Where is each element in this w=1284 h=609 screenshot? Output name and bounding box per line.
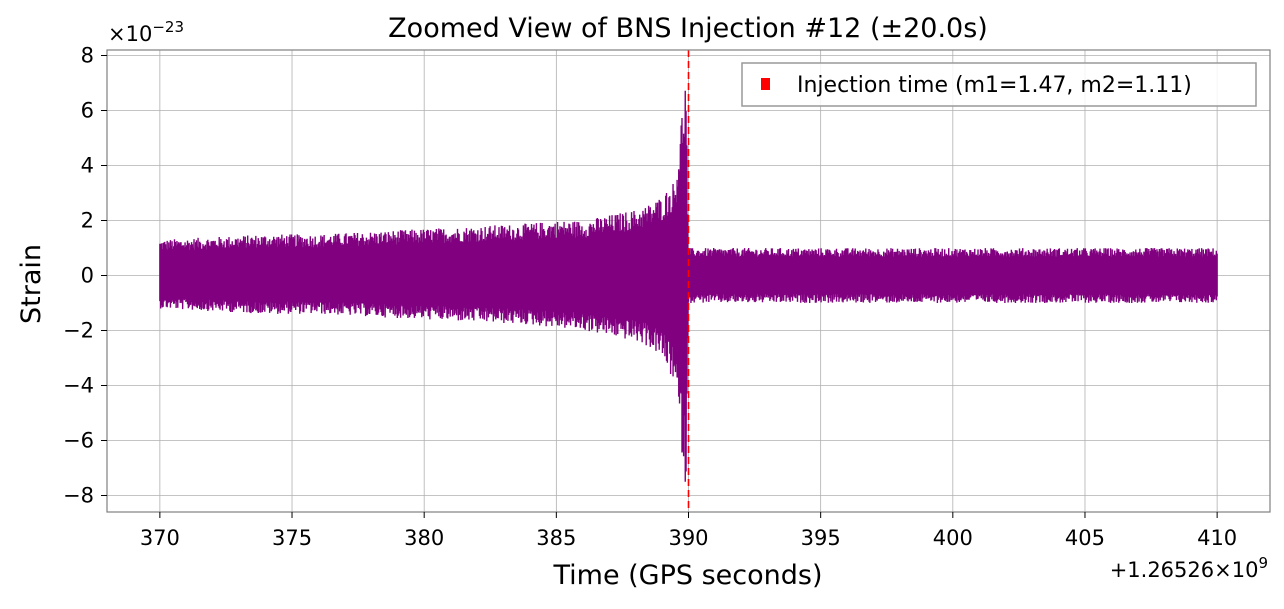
y-tick-label: −6: [63, 429, 94, 453]
y-tick-label: −4: [63, 374, 94, 398]
y-tick-label: 4: [81, 154, 94, 178]
x-tick-label: 385: [536, 526, 576, 550]
legend-box: [741, 62, 1257, 107]
y-tick-label: 2: [81, 209, 94, 233]
y-axis-label: Strain: [16, 244, 47, 324]
x-tick-label: 405: [1065, 526, 1105, 550]
y-tick-label: 0: [81, 264, 94, 288]
x-offset-label: +1.26526×109: [1110, 554, 1268, 582]
y-tick-label: 6: [81, 99, 94, 123]
x-axis-label: Time (GPS seconds): [552, 560, 822, 591]
y-tick-label: −8: [63, 484, 94, 508]
x-tick-label: 380: [404, 526, 444, 550]
y-tick-label: 8: [81, 44, 94, 68]
x-tick-label: 375: [272, 526, 312, 550]
x-tick-label: 400: [933, 526, 973, 550]
x-tick-label: 370: [140, 526, 180, 550]
x-tick-label: 410: [1197, 526, 1237, 550]
x-tick-label: 395: [801, 526, 841, 550]
x-offset-base: +1.26526×10: [1110, 558, 1259, 582]
x-offset-exponent: 9: [1258, 554, 1268, 572]
y-scale-exponent: −23: [152, 18, 184, 36]
x-tick-label: 390: [668, 526, 708, 550]
plot-area: [159, 50, 1218, 512]
y-tick-label: −2: [63, 319, 94, 343]
chart-title: Zoomed View of BNS Injection #12 (±20.0s…: [388, 13, 988, 44]
legend-marker: [761, 78, 770, 90]
ticks: 370 375 380 385 390 395 400 405 410 8 6 4 2 0 −2 −4 −6 −8: [63, 44, 1237, 551]
legend-label: Injection time (m1=1.47, m2=1.11): [797, 73, 1192, 98]
y-scale-factor: ×10−23: [108, 18, 184, 46]
legend: Injection time (m1=1.47, m2=1.11): [741, 62, 1257, 107]
y-scale-base: ×10: [108, 22, 152, 46]
